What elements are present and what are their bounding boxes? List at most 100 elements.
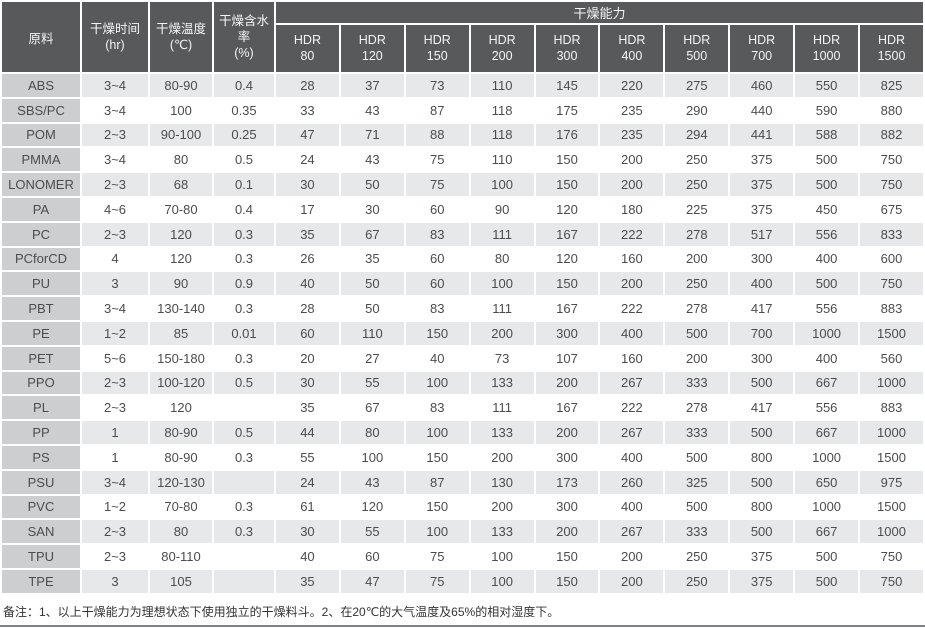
hdr-prefix: HDR	[553, 33, 581, 48]
capacity-cell-hdr-1000: 556	[795, 222, 859, 246]
col-header-capacity-banner: 干燥能力	[276, 2, 923, 23]
capacity-cell-hdr-150: 100	[405, 371, 469, 395]
col-header-moisture-unit: (%)	[234, 46, 254, 61]
capacity-cell-hdr-80: 40	[276, 545, 339, 568]
col-header-hdr-120: HDR 120	[340, 24, 404, 72]
capacity-cell-hdr-500: 290	[665, 98, 729, 122]
capacity-cell-hdr-120: 67	[340, 396, 404, 420]
col-header-moisture-label: 干燥含水率	[218, 13, 269, 44]
moisture-cell: 0.3	[214, 297, 274, 320]
moisture-cell: 0.4	[214, 74, 274, 97]
bottom-border-line	[0, 625, 925, 627]
time-cell: 1~2	[82, 321, 148, 345]
hdr-size: 300	[556, 49, 578, 64]
col-header-drying-time-label: 干燥时间	[89, 21, 140, 36]
moisture-cell: 0.35	[214, 98, 274, 122]
table-row-pl: PL 2~3 120 35 67 83 111 167 222 278 417 556 883	[2, 396, 923, 420]
temp-cell: 80	[150, 148, 212, 172]
capacity-cell-hdr-200: 118	[470, 98, 534, 122]
capacity-cell-hdr-80: 44	[276, 421, 339, 444]
col-header-hdr-1500: HDR 1500	[860, 24, 923, 72]
capacity-cell-hdr-120: 47	[340, 569, 404, 593]
capacity-cell-hdr-500: 250	[665, 272, 729, 296]
capacity-cell-hdr-1500: 975	[860, 470, 923, 494]
capacity-cell-hdr-500: 500	[665, 495, 729, 519]
hdr-prefix: HDR	[618, 33, 646, 48]
hdr-size: 1000	[812, 49, 841, 64]
capacity-cell-hdr-200: 110	[470, 148, 534, 172]
header-row-top: 原料 干燥时间 (hr) 干燥温度 (℃) 干燥含水率 (%) 干燥能力	[2, 2, 923, 72]
capacity-cell-hdr-700: 500	[730, 520, 794, 544]
col-header-hdr-700: HDR 700	[730, 24, 794, 72]
moisture-cell: 0.01	[214, 321, 274, 345]
capacity-cell-hdr-1000: 500	[795, 148, 859, 172]
capacity-cell-hdr-120: 43	[340, 148, 404, 172]
capacity-cell-hdr-200: 118	[470, 123, 534, 147]
capacity-cell-hdr-150: 83	[405, 222, 469, 246]
capacity-cell-hdr-120: 60	[340, 545, 404, 568]
temp-cell: 130-140	[150, 297, 212, 320]
col-header-hdr-500: HDR 500	[665, 24, 729, 72]
capacity-cell-hdr-80: 28	[276, 297, 339, 320]
temp-cell: 80	[150, 520, 212, 544]
capacity-cell-hdr-1000: 556	[795, 297, 859, 320]
capacity-cell-hdr-120: 50	[340, 272, 404, 296]
temp-cell: 90	[150, 272, 212, 296]
capacity-cell-hdr-200: 110	[470, 74, 534, 97]
hdr-prefix: HDR	[748, 33, 776, 48]
capacity-cell-hdr-500: 250	[665, 569, 729, 593]
table-row-pu: PU 3 90 0.9 40 50 60 100 150 200 250 400 500 750	[2, 272, 923, 296]
capacity-cell-hdr-400: 200	[600, 569, 664, 593]
capacity-cell-hdr-120: 37	[340, 74, 404, 97]
col-header-drying-time-unit: (hr)	[105, 38, 125, 52]
capacity-cell-hdr-500: 278	[665, 396, 729, 420]
capacity-cell-hdr-1500: 880	[860, 98, 923, 122]
moisture-cell: 0.3	[214, 520, 274, 544]
capacity-cell-hdr-1500: 883	[860, 396, 923, 420]
moisture-cell: 0.3	[214, 495, 274, 519]
moisture-cell: 0.9	[214, 272, 274, 296]
material-cell: PU	[2, 272, 80, 296]
capacity-cell-hdr-400: 400	[600, 321, 664, 345]
capacity-cell-hdr-700: 460	[730, 74, 794, 97]
capacity-cell-hdr-500: 294	[665, 123, 729, 147]
capacity-cell-hdr-700: 800	[730, 495, 794, 519]
capacity-cell-hdr-1000: 667	[795, 371, 859, 395]
capacity-cell-hdr-200: 200	[470, 495, 534, 519]
time-cell: 1	[82, 421, 148, 444]
capacity-cell-hdr-300: 150	[535, 545, 599, 568]
capacity-cell-hdr-200: 100	[470, 569, 534, 593]
table-row-tpe: TPE 3 105 35 47 75 100 150 200 250 375 500 750	[2, 569, 923, 593]
table-row-pmma: PMMA 3~4 80 0.5 24 43 75 110 150 200 250 375 500 750	[2, 148, 923, 172]
table-row-pbt: PBT 3~4 130-140 0.3 28 50 83 111 167 222 278 417 556…	[2, 297, 923, 320]
time-cell: 4	[82, 247, 148, 271]
hdr-prefix: HDR	[683, 33, 711, 48]
capacity-cell-hdr-300: 300	[535, 321, 599, 345]
capacity-cell-hdr-400: 200	[600, 272, 664, 296]
capacity-cell-hdr-80: 30	[276, 520, 339, 544]
capacity-cell-hdr-200: 200	[470, 321, 534, 345]
capacity-cell-hdr-300: 150	[535, 569, 599, 593]
material-cell: PSU	[2, 470, 80, 494]
capacity-cell-hdr-500: 500	[665, 445, 729, 469]
temp-cell: 120	[150, 247, 212, 271]
capacity-cell-hdr-300: 167	[535, 222, 599, 246]
col-header-hdr-1000: HDR 1000	[795, 24, 859, 72]
temp-cell: 100	[150, 98, 212, 122]
moisture-cell: 0.25	[214, 123, 274, 147]
capacity-cell-hdr-150: 60	[405, 197, 469, 221]
capacity-cell-hdr-150: 40	[405, 346, 469, 370]
capacity-cell-hdr-80: 61	[276, 495, 339, 519]
capacity-cell-hdr-300: 150	[535, 272, 599, 296]
time-cell: 2~3	[82, 371, 148, 395]
capacity-cell-hdr-300: 300	[535, 445, 599, 469]
capacity-cell-hdr-1000: 500	[795, 173, 859, 196]
capacity-cell-hdr-1500: 1000	[860, 520, 923, 544]
capacity-cell-hdr-400: 235	[600, 123, 664, 147]
hdr-size: 150	[426, 49, 448, 64]
capacity-cell-hdr-1500: 750	[860, 272, 923, 296]
capacity-cell-hdr-1500: 882	[860, 123, 923, 147]
table-row-lonomer: LONOMER 2~3 68 0.1 30 50 75 100 150 200 250 375 500 7…	[2, 173, 923, 196]
material-cell: SAN	[2, 520, 80, 544]
material-cell: POM	[2, 123, 80, 147]
